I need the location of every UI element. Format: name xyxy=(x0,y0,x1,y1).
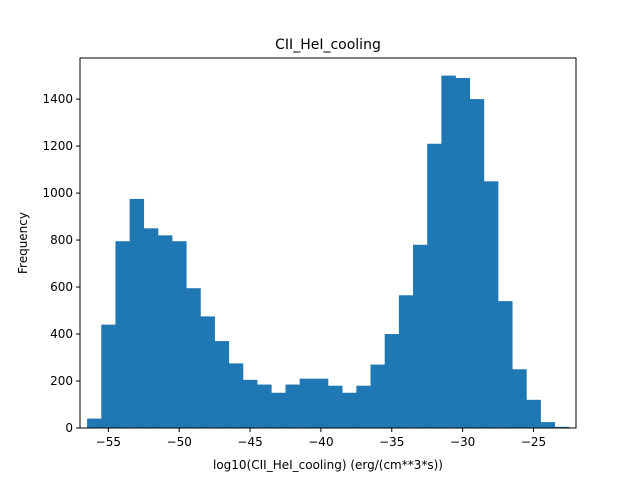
histogram-bar xyxy=(313,378,329,428)
y-tick-label: 400 xyxy=(50,327,73,341)
y-tick-label: 1200 xyxy=(42,139,73,153)
x-tick-label: −45 xyxy=(237,435,262,449)
y-tick-label: 1000 xyxy=(42,186,73,200)
histogram-bar xyxy=(455,77,471,428)
histogram-bar xyxy=(186,288,201,428)
histogram-bar xyxy=(540,422,556,428)
x-tick-label: −55 xyxy=(96,435,121,449)
histogram-bar xyxy=(87,418,102,428)
x-tick-label: −40 xyxy=(308,435,333,449)
histogram-bar xyxy=(172,241,187,428)
x-axis-ticks: −55 −50 −45 −40 −35 −30 −25 xyxy=(96,428,546,449)
histogram-bar xyxy=(384,334,400,428)
histogram-bar xyxy=(328,385,343,428)
histogram-bar xyxy=(228,363,244,428)
histogram-bar xyxy=(526,399,541,428)
histogram-bar xyxy=(554,426,570,428)
y-axis-title: Frequency xyxy=(16,212,30,274)
histogram-bar xyxy=(214,341,230,428)
histogram-bar xyxy=(441,75,456,428)
x-tick-label: −35 xyxy=(379,435,404,449)
histogram-bar xyxy=(257,384,272,428)
plot-frame xyxy=(79,57,577,429)
histogram-bar xyxy=(483,181,499,428)
histogram-bar xyxy=(427,143,442,428)
histogram-bar xyxy=(413,244,428,428)
histogram-bar xyxy=(271,392,286,428)
y-tick-label: 0 xyxy=(65,421,73,435)
histogram-bar xyxy=(143,228,159,428)
histogram-bar xyxy=(200,316,215,428)
x-tick-label: −50 xyxy=(167,435,192,449)
x-tick-label: −30 xyxy=(450,435,475,449)
y-axis-ticks: 0 200 400 600 800 1000 1200 1400 xyxy=(42,92,80,435)
y-tick-label: 1400 xyxy=(42,92,73,106)
histogram-bar xyxy=(242,379,258,428)
histogram-bar xyxy=(115,241,130,428)
x-tick-label: −25 xyxy=(521,435,546,449)
x-axis-title: log10(CII_HeI_cooling) (erg/(cm**3*s)) xyxy=(213,458,443,472)
histogram-bar xyxy=(157,235,173,428)
histogram-bar xyxy=(356,385,371,428)
histogram-bar xyxy=(512,369,527,428)
histogram-bar xyxy=(299,378,315,428)
chart-title: CII_HeI_cooling xyxy=(275,37,381,53)
histogram-bar xyxy=(129,198,145,428)
histogram-bar xyxy=(342,392,357,428)
histogram-bar xyxy=(498,301,513,428)
histogram-bar xyxy=(101,324,116,428)
y-tick-label: 800 xyxy=(50,233,73,247)
histogram-bar xyxy=(285,384,300,428)
histogram-bar xyxy=(469,99,485,428)
y-tick-label: 200 xyxy=(50,374,73,388)
histogram-bar xyxy=(370,364,385,428)
y-tick-label: 600 xyxy=(50,280,73,294)
bars-group xyxy=(87,75,570,428)
histogram-bar xyxy=(398,295,414,428)
